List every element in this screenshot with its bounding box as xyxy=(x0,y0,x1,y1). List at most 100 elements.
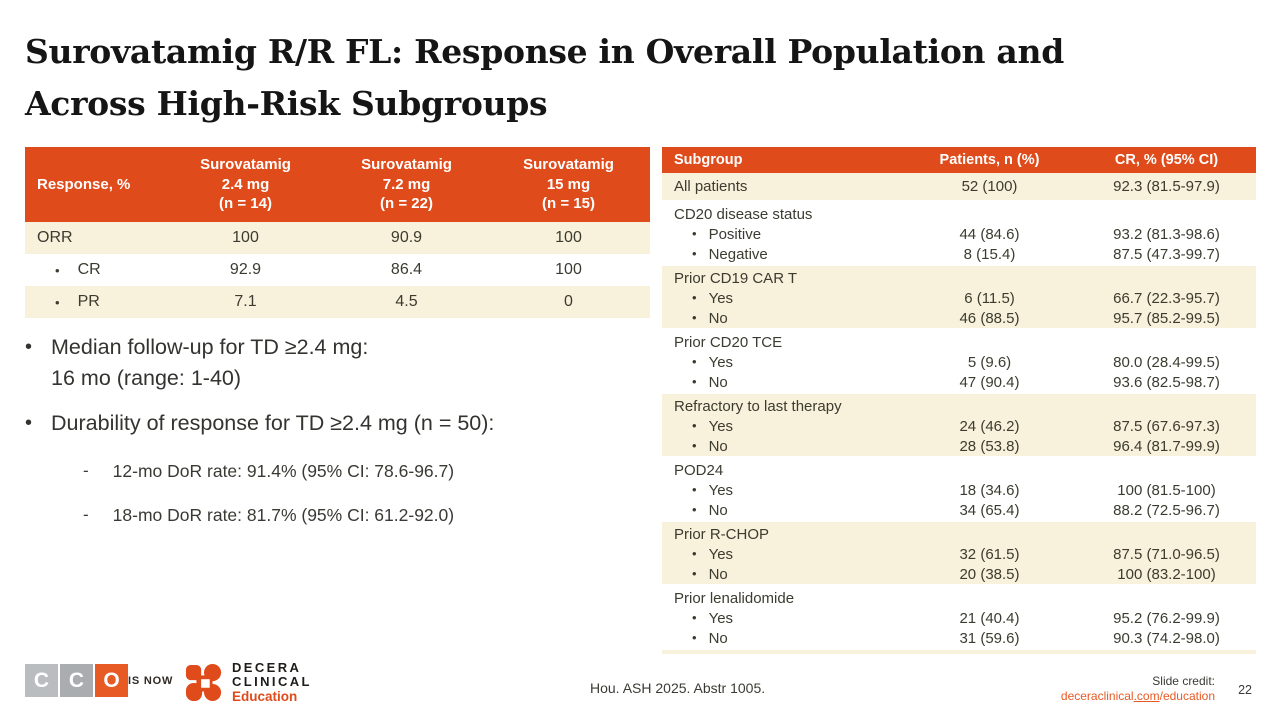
item-label-text: Yes xyxy=(708,290,734,308)
table-cell: 7.1 xyxy=(234,293,257,310)
slide-credit-link[interactable]: deceraclinical.com/education xyxy=(1060,689,1215,703)
subgroup-group: Prior lenalidomide • Yes 21 (40.4) 95.2 (76.… xyxy=(662,586,1256,648)
table-cell: 46 (88.5) xyxy=(959,309,1020,327)
table-cell: 87.5 (47.3-99.7) xyxy=(1113,245,1220,263)
subgroup-item-label: • Yes xyxy=(662,609,902,628)
row-label-text: ORR xyxy=(37,229,73,246)
row-label: • PR xyxy=(25,293,165,311)
cco-logo-square: C xyxy=(25,664,58,697)
table-cell: 31 (59.6) xyxy=(959,629,1020,647)
table-bottom-strip xyxy=(662,650,1256,654)
table-cell: 52 (100) xyxy=(961,177,1018,195)
bullet-icon: • xyxy=(692,418,697,434)
table-cell: 44 (84.6) xyxy=(959,226,1020,244)
item-label-text: Yes xyxy=(708,546,734,564)
dash-icon: - xyxy=(83,505,89,524)
bullet-icon: • xyxy=(55,294,60,310)
table-cell: 24 (46.2) xyxy=(959,418,1020,436)
subgroup-group: All patients 52 (100) 92.3 (81.5-97.9) xyxy=(662,173,1256,200)
cco-logo: C C O xyxy=(25,664,128,697)
row-label: • CR xyxy=(25,261,165,279)
table-cell: 28 (53.8) xyxy=(959,437,1020,455)
table-row: • No 20 (38.5) 100 (83.2-100) xyxy=(662,565,1256,585)
table-cell: 47 (90.4) xyxy=(959,373,1020,391)
column-header: Patients, n (%) xyxy=(939,151,1040,168)
item-label-text: Yes xyxy=(708,482,734,500)
subgroup-item-label: • Negative xyxy=(662,245,902,264)
bullet-list: • Median follow-up for TD ≥2.4 mg: 16 mo… xyxy=(25,332,650,527)
bullet-icon: • xyxy=(25,412,33,434)
subgroup-group: Prior CD20 TCE • Yes 5 (9.6) 80.0 (28.4-99.5… xyxy=(662,330,1256,392)
subgroup-group: Refractory to last therapy • Yes 24 (46.2) 8… xyxy=(662,394,1256,456)
subgroup-label: Prior CD19 CAR T xyxy=(674,270,798,288)
source-citation: Hou. ASH 2025. Abstr 1005. xyxy=(590,680,766,696)
item-label-text: No xyxy=(708,565,728,583)
table-cell: 100 (83.2-100) xyxy=(1117,565,1216,583)
table-row: • Yes 5 (9.6) 80.0 (28.4-99.5) xyxy=(662,353,1256,373)
table-cell: 21 (40.4) xyxy=(959,610,1020,628)
column-header: Surovatamig 15 mg (n = 15) xyxy=(523,156,614,213)
subgroup-item-label: • No xyxy=(662,501,902,520)
table-cell: 20 (38.5) xyxy=(959,565,1020,583)
table-cell: 100 xyxy=(232,229,259,246)
item-label-text: Negative xyxy=(708,245,768,263)
bullet-item: • Durability of response for TD ≥2.4 mg … xyxy=(25,408,650,439)
bullet-icon: • xyxy=(692,437,697,453)
is-now-label: IS NOW xyxy=(128,675,174,687)
decera-name-line: CLINICAL xyxy=(232,674,312,689)
subgroup-group: CD20 disease status • Positive 44 (84.6) 93.… xyxy=(662,202,1256,264)
table-cell: 0 xyxy=(564,293,573,310)
column-header: Subgroup xyxy=(674,151,743,168)
bullet-item: • Median follow-up for TD ≥2.4 mg: 16 mo… xyxy=(25,332,650,394)
subgroup-item-label: • No xyxy=(662,629,902,648)
bullet-icon: • xyxy=(692,546,697,562)
table-cell: 90.3 (74.2-98.0) xyxy=(1113,629,1220,647)
subgroup-item-label: • Yes xyxy=(662,545,902,564)
item-label-text: Positive xyxy=(708,226,762,244)
table-cell: 5 (9.6) xyxy=(967,354,1012,372)
table-cell: 95.2 (76.2-99.9) xyxy=(1113,610,1220,628)
table-row: • No 28 (53.8) 96.4 (81.7-99.9) xyxy=(662,437,1256,457)
subgroup-label: POD24 xyxy=(674,462,724,480)
table-cell: 96.4 (81.7-99.9) xyxy=(1113,437,1220,455)
table-row: All patients 52 (100) 92.3 (81.5-97.9) xyxy=(662,173,1256,200)
subgroup-label: Refractory to last therapy xyxy=(674,398,842,416)
table-cell: 34 (65.4) xyxy=(959,501,1020,519)
bullet-icon: • xyxy=(692,501,697,517)
decera-education-label: Education xyxy=(232,689,298,704)
subgroup-item-label: • No xyxy=(662,565,902,584)
decera-logo-text: DECERA CLINICAL Education xyxy=(232,661,312,705)
table-row: • Yes 18 (34.6) 100 (81.5-100) xyxy=(662,481,1256,501)
table-cell: 93.2 (81.3-98.6) xyxy=(1113,226,1220,244)
subgroup-item-label: • No xyxy=(662,373,902,392)
subgroup-table-body: All patients 52 (100) 92.3 (81.5-97.9) CD20… xyxy=(662,173,1256,648)
table-row: Prior CD20 TCE xyxy=(662,330,1256,353)
bullet-icon: • xyxy=(692,309,697,325)
row-label-text: CR xyxy=(77,261,101,278)
table-row: ORR 100 90.9 100 xyxy=(25,222,650,254)
slide-credit-label: Slide credit: xyxy=(1152,674,1215,688)
table-cell: 92.9 xyxy=(229,261,262,278)
subgroup-label: Prior lenalidomide xyxy=(674,590,795,608)
bullet-icon: • xyxy=(692,290,697,306)
bullet-icon: • xyxy=(692,245,697,261)
table-row: • No 34 (65.4) 88.2 (72.5-96.7) xyxy=(662,501,1256,521)
table-row: Prior lenalidomide xyxy=(662,586,1256,609)
table-row: • CR 92.9 86.4 100 xyxy=(25,254,650,286)
table-row: • No 47 (90.4) 93.6 (82.5-98.7) xyxy=(662,373,1256,393)
cco-logo-square: C xyxy=(60,664,93,697)
row-label-text: PR xyxy=(77,293,100,310)
bullet-icon: • xyxy=(692,610,697,626)
table-cell: 8 (15.4) xyxy=(963,245,1016,263)
table-row: • No 31 (59.6) 90.3 (74.2-98.0) xyxy=(662,629,1256,649)
subgroup-item-label: • No xyxy=(662,437,902,456)
subgroup-table: Subgroup Patients, n (%) CR, % (95% CI) Al… xyxy=(662,147,1256,654)
bullet-icon: • xyxy=(692,482,697,498)
row-label: ORR xyxy=(25,229,165,247)
item-label-text: No xyxy=(708,437,728,455)
table-row: CD20 disease status xyxy=(662,202,1256,225)
table-cell: 93.6 (82.5-98.7) xyxy=(1113,373,1220,391)
subgroup-item-label: • No xyxy=(662,309,902,328)
subgroup-group: Prior R-CHOP • Yes 32 (61.5) 87.5 (71.0-96.5… xyxy=(662,522,1256,584)
